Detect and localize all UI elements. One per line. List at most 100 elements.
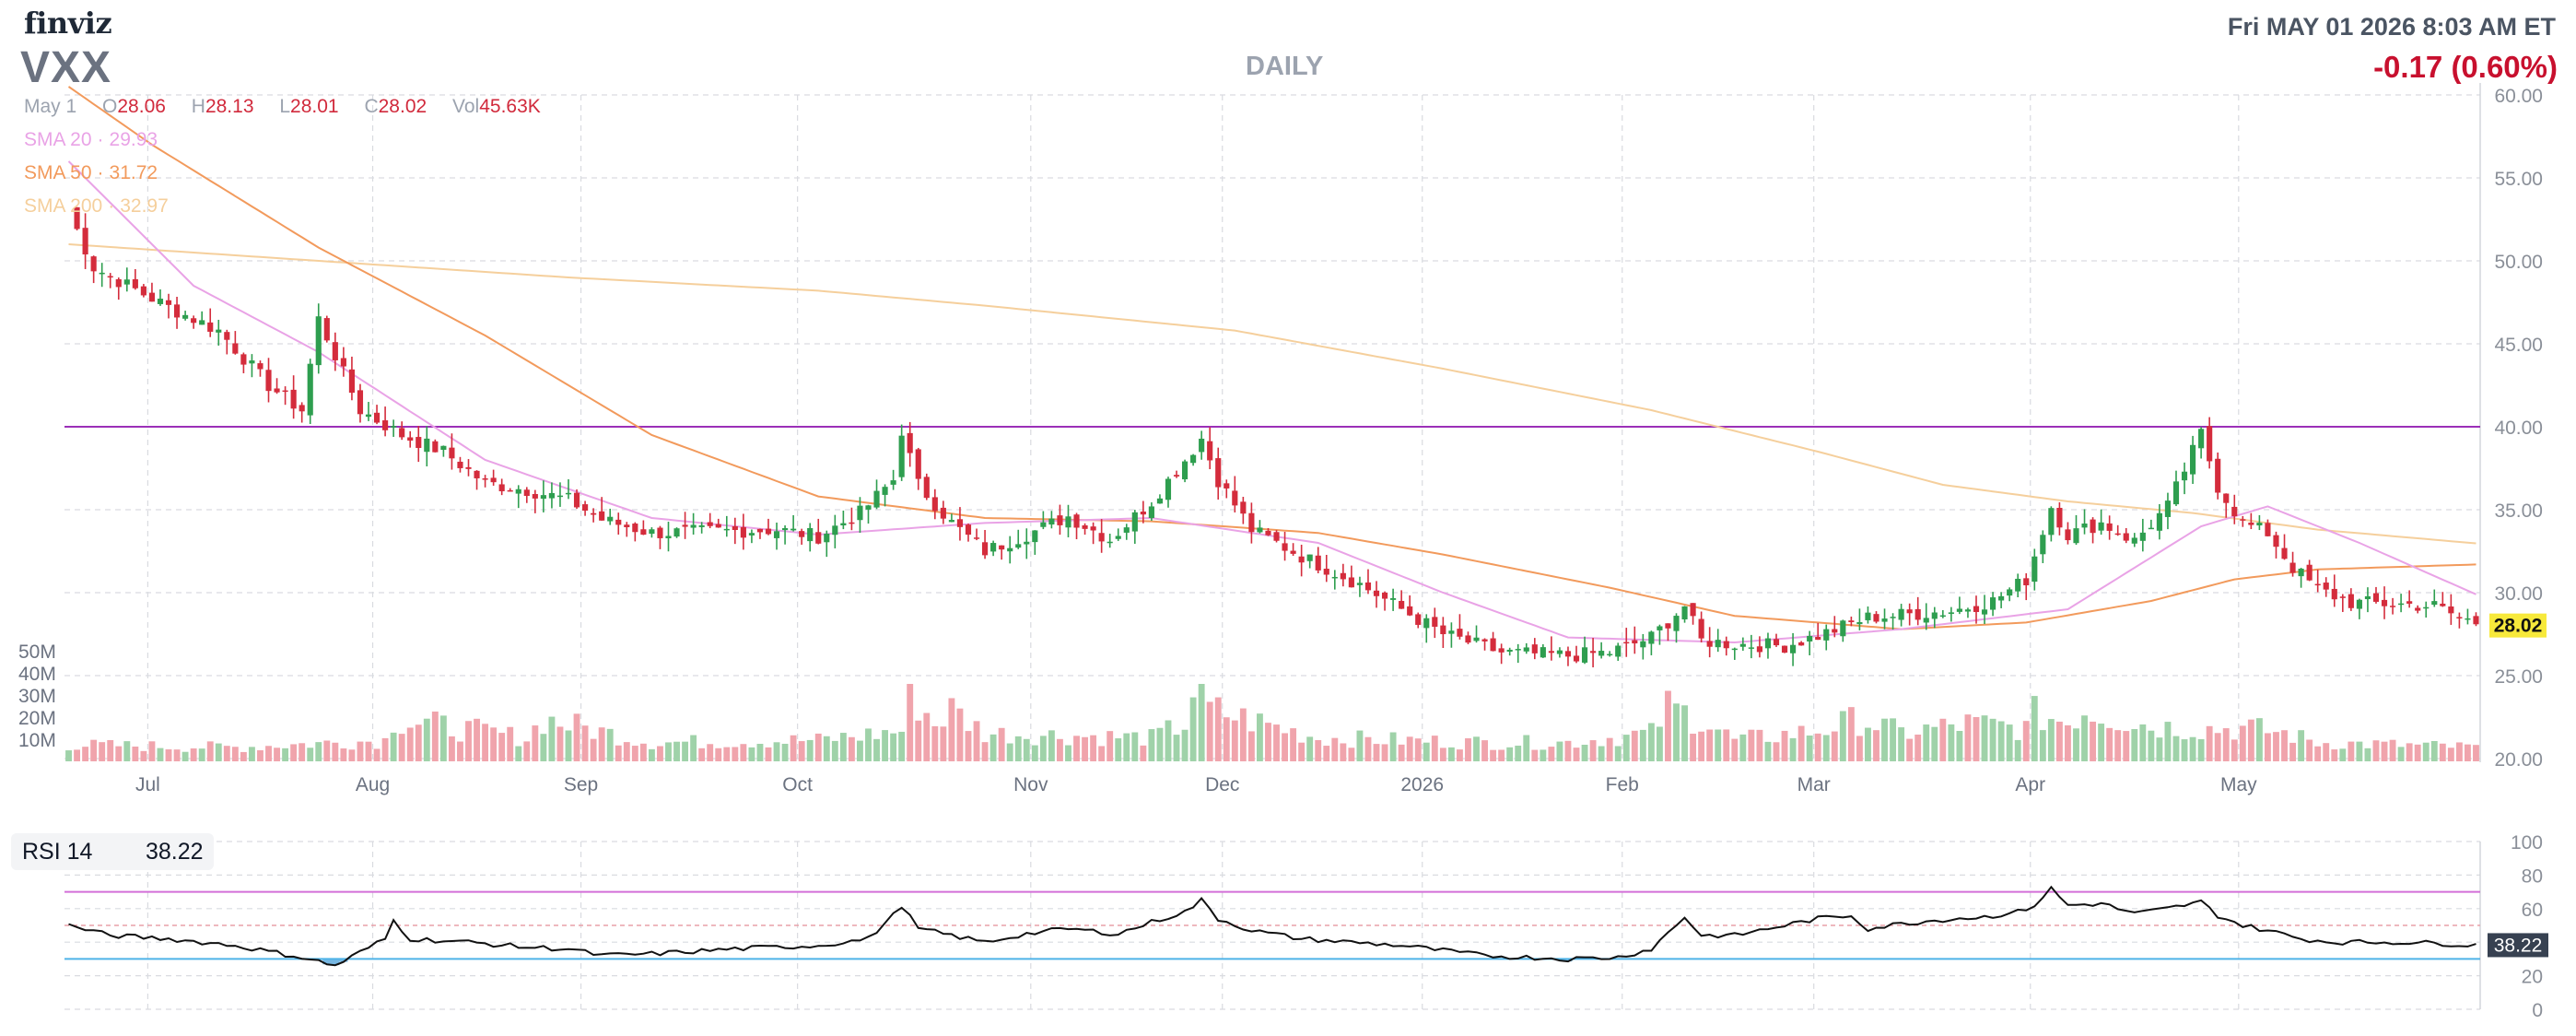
candle-body — [348, 369, 356, 394]
candle-body — [1331, 576, 1338, 579]
candle-body — [1832, 629, 1838, 633]
candle-body — [357, 390, 364, 415]
candle-body — [140, 286, 146, 296]
candle-body — [1364, 582, 1372, 591]
volume-bar — [1673, 703, 1680, 761]
volume-bar — [490, 727, 498, 761]
rsi-line — [68, 885, 2476, 967]
price-axis-tick: 35.00 — [2494, 500, 2543, 522]
volume-bar — [931, 725, 939, 761]
price-grid: 60.00 55.00 50.00 45.00 40.00 35.00 30.00 25.00… — [64, 86, 2543, 1009]
candle-body — [2323, 583, 2329, 590]
volume-bar — [581, 725, 589, 761]
candle-body — [224, 332, 230, 340]
volume-bar — [2065, 724, 2071, 761]
candle-body — [432, 441, 439, 453]
candle-body — [107, 276, 113, 278]
candle-body — [1315, 555, 1321, 571]
candle-body — [1440, 625, 1446, 635]
volume-bar — [1631, 730, 1638, 761]
volume-bar — [115, 746, 123, 761]
sma50-legend[interactable]: SMA 50 · 31.72 — [24, 162, 158, 183]
volume-bar — [223, 746, 230, 761]
volume-bar — [540, 734, 547, 761]
candle-body — [923, 477, 930, 499]
sma20-legend[interactable]: SMA 20 · 29.93 — [24, 129, 158, 150]
volume-bar — [548, 716, 556, 761]
finviz-logo[interactable]: finviz — [24, 6, 112, 41]
candle-body — [2331, 588, 2337, 600]
sma200-legend[interactable]: SMA 200 · 32.97 — [24, 195, 169, 217]
candle-body — [1065, 516, 1071, 528]
candle-body — [773, 531, 780, 538]
volume-bar — [215, 743, 222, 761]
volume-bar — [923, 712, 931, 761]
x-axis-tick: 2026 — [1400, 774, 1444, 795]
sma200-label: SMA 200 — [24, 195, 103, 217]
candle-body — [1873, 614, 1879, 622]
candle-body — [2098, 522, 2104, 531]
candle-body — [1890, 617, 1896, 618]
x-axis-tick: Jul — [135, 774, 160, 795]
volume-bar — [1506, 747, 1514, 761]
candle-body — [1240, 501, 1247, 514]
x-axis-tick: Oct — [782, 774, 813, 795]
rsi-title: RSI 14 — [22, 839, 93, 865]
low-label: L — [279, 96, 291, 117]
candle-body — [1199, 438, 1205, 453]
candle-body — [1007, 547, 1013, 552]
rsi-axis-tick: 60 — [2522, 900, 2543, 921]
candle-body — [2314, 583, 2321, 586]
timeframe-label[interactable]: DAILY — [1246, 52, 1324, 81]
candle-body — [2040, 535, 2046, 555]
candle-body — [340, 358, 346, 367]
volume-bar — [1181, 729, 1188, 761]
candle-body — [1632, 640, 1638, 644]
candle-body — [607, 516, 614, 522]
volume-bar — [107, 739, 114, 761]
volume-bar — [723, 747, 731, 761]
x-axis-tick: Aug — [356, 774, 390, 795]
volume-bar — [2265, 733, 2271, 761]
candle-body — [1657, 626, 1663, 630]
volume-bar — [1381, 744, 1388, 761]
candle-body — [1432, 617, 1438, 627]
candle-body — [1698, 618, 1704, 639]
volume-bar — [1306, 736, 1314, 761]
volume-bar — [2197, 738, 2205, 761]
volume-bar — [1639, 729, 1646, 761]
candle-body — [1015, 544, 1022, 548]
candle-body — [2440, 603, 2446, 606]
candle-body — [682, 524, 688, 527]
volume-bar — [915, 720, 922, 761]
volume-bar — [1898, 727, 1905, 761]
volume-bar — [1931, 726, 1938, 761]
volume-bar — [1948, 724, 1955, 761]
volume-bar — [2473, 745, 2479, 761]
candle-body — [748, 533, 755, 536]
volume-bar — [2339, 748, 2347, 761]
volume-bar — [673, 741, 680, 761]
candle-body — [2273, 535, 2279, 547]
candle-body — [2448, 606, 2454, 614]
volume-bar — [2422, 742, 2430, 761]
volume-bar — [1148, 729, 1155, 761]
volume-bar — [1706, 729, 1714, 761]
volume-bar — [1548, 747, 1555, 761]
candle-body — [815, 532, 822, 544]
volume-bar — [1614, 746, 1622, 761]
volume-bar — [839, 733, 847, 761]
volume-bar — [2055, 721, 2063, 761]
volume-bar — [2414, 744, 2421, 761]
high-label: H — [191, 96, 205, 117]
candle-body — [2431, 601, 2438, 606]
candle-body — [115, 278, 122, 288]
rsi-legend-box[interactable] — [11, 833, 214, 870]
candle-body — [90, 256, 97, 272]
volume-bar — [1082, 736, 1089, 761]
volume-bar — [1373, 744, 1380, 761]
candle-body — [1764, 638, 1772, 649]
volume-bar — [848, 736, 855, 761]
